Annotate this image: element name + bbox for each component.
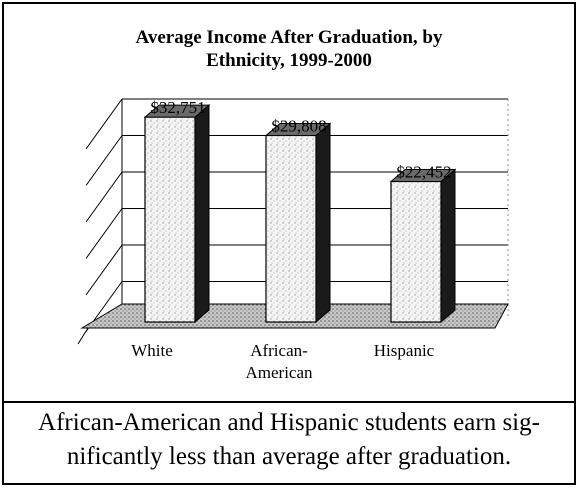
category-label: African- [250, 341, 308, 360]
caption-line-2: nificantly less than average after gradu… [66, 443, 512, 470]
data-label: $29,808 [271, 116, 326, 135]
chart-title-line-1: Average Income After Graduation, by [135, 27, 443, 48]
bar-top [389, 169, 457, 183]
gridline-side [85, 171, 123, 223]
caption-line-1: African-American and Hispanic students e… [38, 409, 540, 436]
gridline-side [85, 244, 123, 296]
bar-side [315, 122, 331, 324]
bar-top [143, 104, 211, 118]
bar-top [264, 122, 332, 136]
gridline-side [85, 98, 123, 150]
bar [264, 122, 332, 324]
gridline-side [85, 208, 123, 259]
bar [389, 168, 457, 324]
data-label: $32,751 [150, 98, 205, 117]
bar-side [194, 103, 210, 324]
data-label: $22,452 [396, 163, 451, 182]
gridline-side [85, 135, 123, 186]
caption-divider [4, 401, 574, 403]
chart-title: Average Income After Graduation, by Ethn… [4, 26, 574, 72]
chart-title-line-2: Ethnicity, 1999-2000 [206, 50, 372, 71]
bar-front [390, 180, 442, 323]
caption: African-American and Hispanic students e… [4, 406, 574, 474]
bar-front [144, 116, 196, 323]
floor-tick [77, 327, 89, 345]
category-label: American [245, 363, 313, 382]
bar-front [265, 134, 317, 323]
category-label: White [131, 341, 173, 360]
category-label: Hispanic [374, 341, 435, 360]
bar [143, 103, 211, 324]
bar-side [440, 168, 456, 324]
